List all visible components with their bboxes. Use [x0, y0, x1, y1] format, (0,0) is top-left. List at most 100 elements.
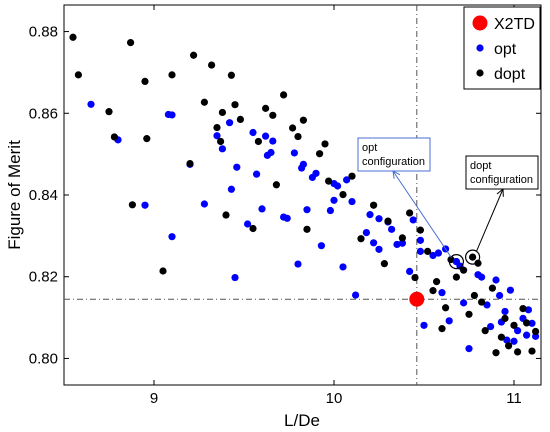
data-point-opt-51: [416, 247, 424, 255]
annotation-text-dopt-configuration-1: configuration: [470, 174, 533, 186]
data-point-opt-60: [460, 299, 468, 307]
data-point-dopt-38: [380, 260, 388, 268]
legend-label-dopt: dopt: [494, 66, 526, 83]
data-point-opt-69: [503, 336, 511, 344]
data-point-dopt-63: [519, 304, 527, 313]
legend-marker-opt: [476, 44, 484, 52]
data-point-dopt-37: [370, 201, 378, 209]
data-point-dopt-20: [236, 115, 244, 124]
highlight-ring-opt-configuration: [448, 254, 464, 270]
data-point-dopt-66: [532, 327, 540, 336]
data-point-opt-66: [492, 276, 500, 284]
data-point-opt-41: [366, 211, 374, 219]
highlight-ring-dopt-configuration: [465, 249, 481, 265]
data-point-dopt-33: [325, 177, 333, 185]
data-point-opt-10: [226, 119, 234, 127]
data-point-opt-65: [487, 322, 495, 331]
y-tick-label-4: 0.88: [29, 24, 58, 41]
data-point-opt-53: [420, 321, 428, 329]
data-point-opt-16: [253, 170, 261, 178]
data-point-opt-56: [438, 289, 446, 297]
highlight-layer: [448, 249, 481, 270]
data-point-opt-71: [510, 337, 518, 345]
data-point-opt-31: [317, 242, 325, 250]
highlight-point-dopt-configuration: [469, 253, 477, 261]
data-point-opt-18: [262, 132, 270, 140]
data-point-dopt-22: [254, 137, 262, 146]
data-point-opt-50: [409, 216, 417, 224]
data-point-opt-75: [528, 319, 536, 327]
annotation-box-opt-configuration: [357, 137, 431, 172]
data-point-dopt-47: [438, 325, 446, 333]
data-point-opt-49: [406, 267, 414, 276]
data-point-dopt-40: [398, 234, 406, 242]
data-point-opt-4: [168, 111, 176, 119]
y-tick-label-2: 0.84: [29, 187, 58, 204]
legend-label-opt: opt: [494, 41, 517, 58]
data-point-dopt-54: [478, 298, 486, 306]
data-point-dopt-14: [213, 123, 221, 132]
data-point-dopt-53: [474, 259, 482, 267]
data-point-opt-2: [141, 201, 149, 209]
data-point-dopt-28: [294, 132, 302, 141]
annotation-text-opt-configuration-1: configuration: [362, 156, 425, 168]
annotation-text-dopt-configuration-0: dopt: [470, 160, 491, 172]
data-point-opt-52: [416, 236, 424, 244]
data-point-opt-70: [506, 286, 514, 294]
annotation-layer: opt configuration dopt configuration: [357, 137, 539, 258]
legend: X2TD opt dopt: [463, 6, 541, 90]
data-point-dopt-3: [110, 133, 118, 141]
data-point-dopt-36: [357, 235, 365, 243]
data-point-dopt-10: [186, 159, 194, 168]
data-point-opt-25: [294, 260, 302, 268]
data-point-opt-35: [334, 182, 342, 190]
data-point-dopt-16: [218, 108, 226, 117]
data-point-opt-5: [168, 233, 176, 241]
data-point-opt-72: [514, 327, 522, 335]
data-point-opt-23: [283, 214, 291, 222]
data-point-dopt-59: [501, 314, 509, 322]
data-point-dopt-27: [289, 124, 297, 132]
y-tick-label-0: 0.80: [29, 350, 58, 367]
x-tick-label-0: 9: [150, 390, 158, 407]
data-point-dopt-0: [69, 33, 77, 41]
y-axis-label: Figure of Merit: [5, 140, 24, 250]
data-point-dopt-29: [299, 116, 307, 124]
annotation-text-opt-configuration-0: opt: [362, 142, 377, 154]
x-tick-label-2: 11: [506, 390, 522, 407]
data-point-dopt-12: [200, 98, 208, 106]
data-point-opt-13: [233, 163, 241, 171]
data-point-opt-42: [370, 239, 378, 247]
data-point-dopt-8: [159, 267, 167, 275]
data-point-dopt-31: [316, 150, 324, 158]
data-point-opt-21: [269, 137, 277, 145]
data-point-opt-74: [524, 306, 533, 314]
data-point-dopt-23: [262, 104, 270, 112]
legend-marker-dopt: [476, 69, 484, 77]
data-point-opt-77: [523, 331, 531, 339]
data-point-dopt-50: [460, 266, 468, 274]
data-point-opt-36: [339, 263, 347, 271]
data-point-opt-46: [388, 225, 396, 233]
data-point-dopt-43: [416, 226, 424, 234]
data-point-dopt-30: [303, 225, 311, 233]
reference-lines-layer: [64, 5, 541, 385]
data-point-dopt-39: [384, 217, 392, 225]
data-point-opt-40: [362, 228, 370, 237]
data-point-opt-63: [478, 273, 486, 281]
data-point-opt-14: [244, 220, 252, 228]
data-point-opt-0: [87, 100, 95, 108]
data-point-dopt-35: [348, 172, 356, 180]
data-point-opt-47: [393, 240, 401, 249]
data-point-dopt-58: [497, 333, 505, 341]
data-point-dopt-17: [222, 211, 230, 219]
data-point-dopt-60: [505, 342, 513, 350]
plot-area-border: [63, 4, 542, 386]
data-point-dopt-51: [465, 310, 473, 318]
data-point-opt-48: [398, 239, 406, 247]
data-point-opt-11: [227, 185, 235, 193]
data-point-dopt-49: [452, 273, 460, 281]
data-point-dopt-41: [406, 209, 414, 217]
